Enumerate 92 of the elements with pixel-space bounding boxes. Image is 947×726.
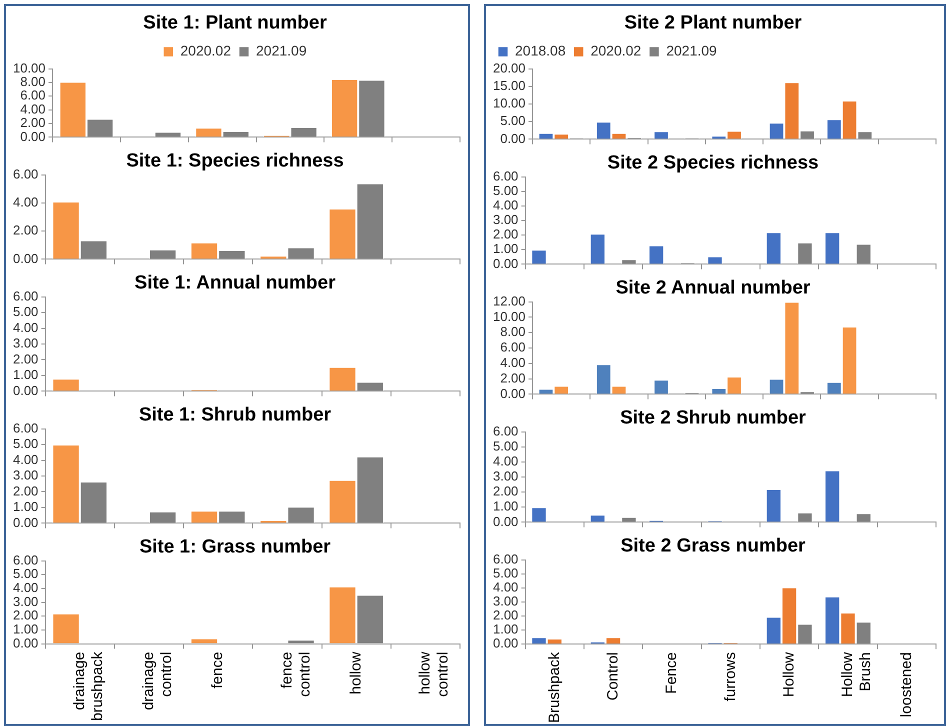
y-tick-label: 2.00 [12, 483, 38, 498]
x-tick-label: Hollow Brush [839, 652, 874, 698]
y-tick-label: 2.00 [492, 226, 518, 242]
y-tick-label: 1.00 [492, 622, 518, 637]
y-tick-label: 10.00 [492, 308, 526, 324]
y-tick-label: 10.00 [492, 96, 526, 111]
y-tick-label: 5.00 [12, 566, 38, 582]
chart-title: Site 1: Shrub number [138, 404, 332, 426]
y-tick-label: 2.00 [500, 370, 526, 386]
y-tick-label: 3.00 [492, 212, 518, 228]
y-tick-label: 0.00 [492, 256, 518, 271]
chart-title: Site 1: Plant number [143, 12, 328, 34]
y-tick-label: 3.00 [12, 336, 38, 351]
y-tick-label: 0.00 [492, 514, 518, 529]
legend-label: 2021.09 [256, 42, 307, 59]
chart-title: Site 2 Species richness [607, 152, 819, 174]
y-tick-label: 5.00 [492, 438, 518, 454]
y-tick-label: 0.00 [12, 250, 38, 266]
x-tick-label: Brushpack [546, 652, 563, 724]
x-tick-label: Control [604, 652, 622, 700]
y-tick-label: 2.00 [492, 484, 518, 499]
y-tick-label: 1.00 [492, 498, 518, 514]
legend-label: 2021.09 [666, 42, 718, 59]
y-tick-label: 0.00 [500, 386, 526, 401]
y-tick-label: 3.00 [492, 468, 518, 484]
legend-label: 2018.08 [515, 42, 566, 59]
chart-title: Site 1: Species richness [126, 150, 344, 172]
y-tick-label: 15.00 [492, 78, 526, 93]
y-tick-label: 0.00 [20, 128, 46, 144]
chart-title: Site 2 Plant number [624, 12, 802, 34]
y-tick-label: 5.00 [500, 113, 526, 128]
y-tick-label: 0.00 [492, 636, 518, 651]
y-tick-label: 4.00 [492, 579, 518, 594]
legend-label: 2020.02 [590, 42, 642, 59]
y-tick-label: 6.00 [492, 168, 518, 184]
y-tick-label: 4.00 [12, 580, 38, 596]
chart-title: Site 1: Annual number [134, 272, 336, 294]
y-tick-label: 6.00 [12, 552, 38, 568]
y-tick-label: 5.00 [492, 565, 518, 580]
y-tick-label: 4.00 [12, 194, 38, 210]
y-tick-label: 0.00 [500, 130, 526, 146]
y-tick-label: 1.00 [12, 622, 38, 637]
y-tick-label: 8.00 [20, 74, 46, 90]
y-tick-label: 5.00 [12, 304, 38, 320]
y-tick-label: 1.00 [12, 499, 38, 514]
x-tick-label: Fence [663, 652, 680, 694]
y-tick-label: 6.00 [492, 551, 518, 566]
x-tick-label: loostened [898, 652, 915, 718]
x-tick-label: fence [209, 652, 226, 688]
y-tick-label: 1.00 [492, 241, 518, 256]
y-tick-label: 2.00 [12, 608, 38, 623]
x-tick-label: furrows [722, 652, 739, 702]
chart-title: Site 2 Annual number [616, 278, 811, 299]
x-tick-label: drainage control [140, 652, 176, 710]
y-tick-label: 4.00 [20, 101, 46, 116]
y-tick-label: 4.00 [12, 452, 38, 467]
y-tick-label: 4.00 [500, 354, 526, 370]
y-tick-label: 6.00 [492, 423, 518, 438]
x-tick-label: hollow control [416, 652, 452, 697]
y-tick-label: 6.00 [500, 340, 526, 355]
y-tick-label: 8.00 [500, 324, 526, 340]
y-tick-label: 4.00 [492, 454, 518, 469]
y-tick-label: 6.00 [12, 420, 38, 436]
y-tick-label: 2.00 [492, 608, 518, 623]
y-tick-label: 5.00 [492, 182, 518, 198]
y-tick-label: 10.00 [12, 60, 46, 76]
y-tick-label: 6.00 [20, 88, 46, 103]
x-tick-label: Hollow [780, 652, 798, 698]
y-tick-label: 20.00 [492, 60, 526, 76]
y-tick-label: 2.00 [12, 222, 38, 238]
y-tick-label: 2.00 [20, 115, 46, 130]
y-tick-label: 4.00 [492, 198, 518, 213]
y-tick-label: 0.00 [12, 382, 38, 398]
y-tick-label: 4.00 [12, 320, 38, 335]
legend-label: 2020.02 [180, 42, 232, 59]
x-tick-label: hollow [347, 652, 364, 694]
x-tick-label: drainage brushpack [71, 651, 106, 722]
y-tick-label: 5.00 [12, 436, 38, 452]
y-tick-label: 12.00 [492, 293, 526, 308]
chart-title: Site 2 Grass number [620, 536, 806, 557]
y-tick-label: 6.00 [12, 166, 38, 182]
y-tick-label: 2.00 [12, 351, 38, 366]
x-tick-label: fence control [278, 652, 314, 697]
y-tick-label: 3.00 [12, 468, 38, 483]
chart-title: Site 1: Grass number [139, 536, 332, 558]
y-tick-label: 3.00 [492, 594, 518, 609]
y-tick-label: 6.00 [12, 288, 38, 304]
y-tick-label: 0.00 [12, 635, 38, 650]
chart-title: Site 2 Shrub number [620, 408, 807, 429]
y-tick-label: 1.00 [12, 367, 38, 382]
y-tick-label: 0.00 [12, 514, 38, 530]
y-tick-label: 3.00 [12, 594, 38, 609]
